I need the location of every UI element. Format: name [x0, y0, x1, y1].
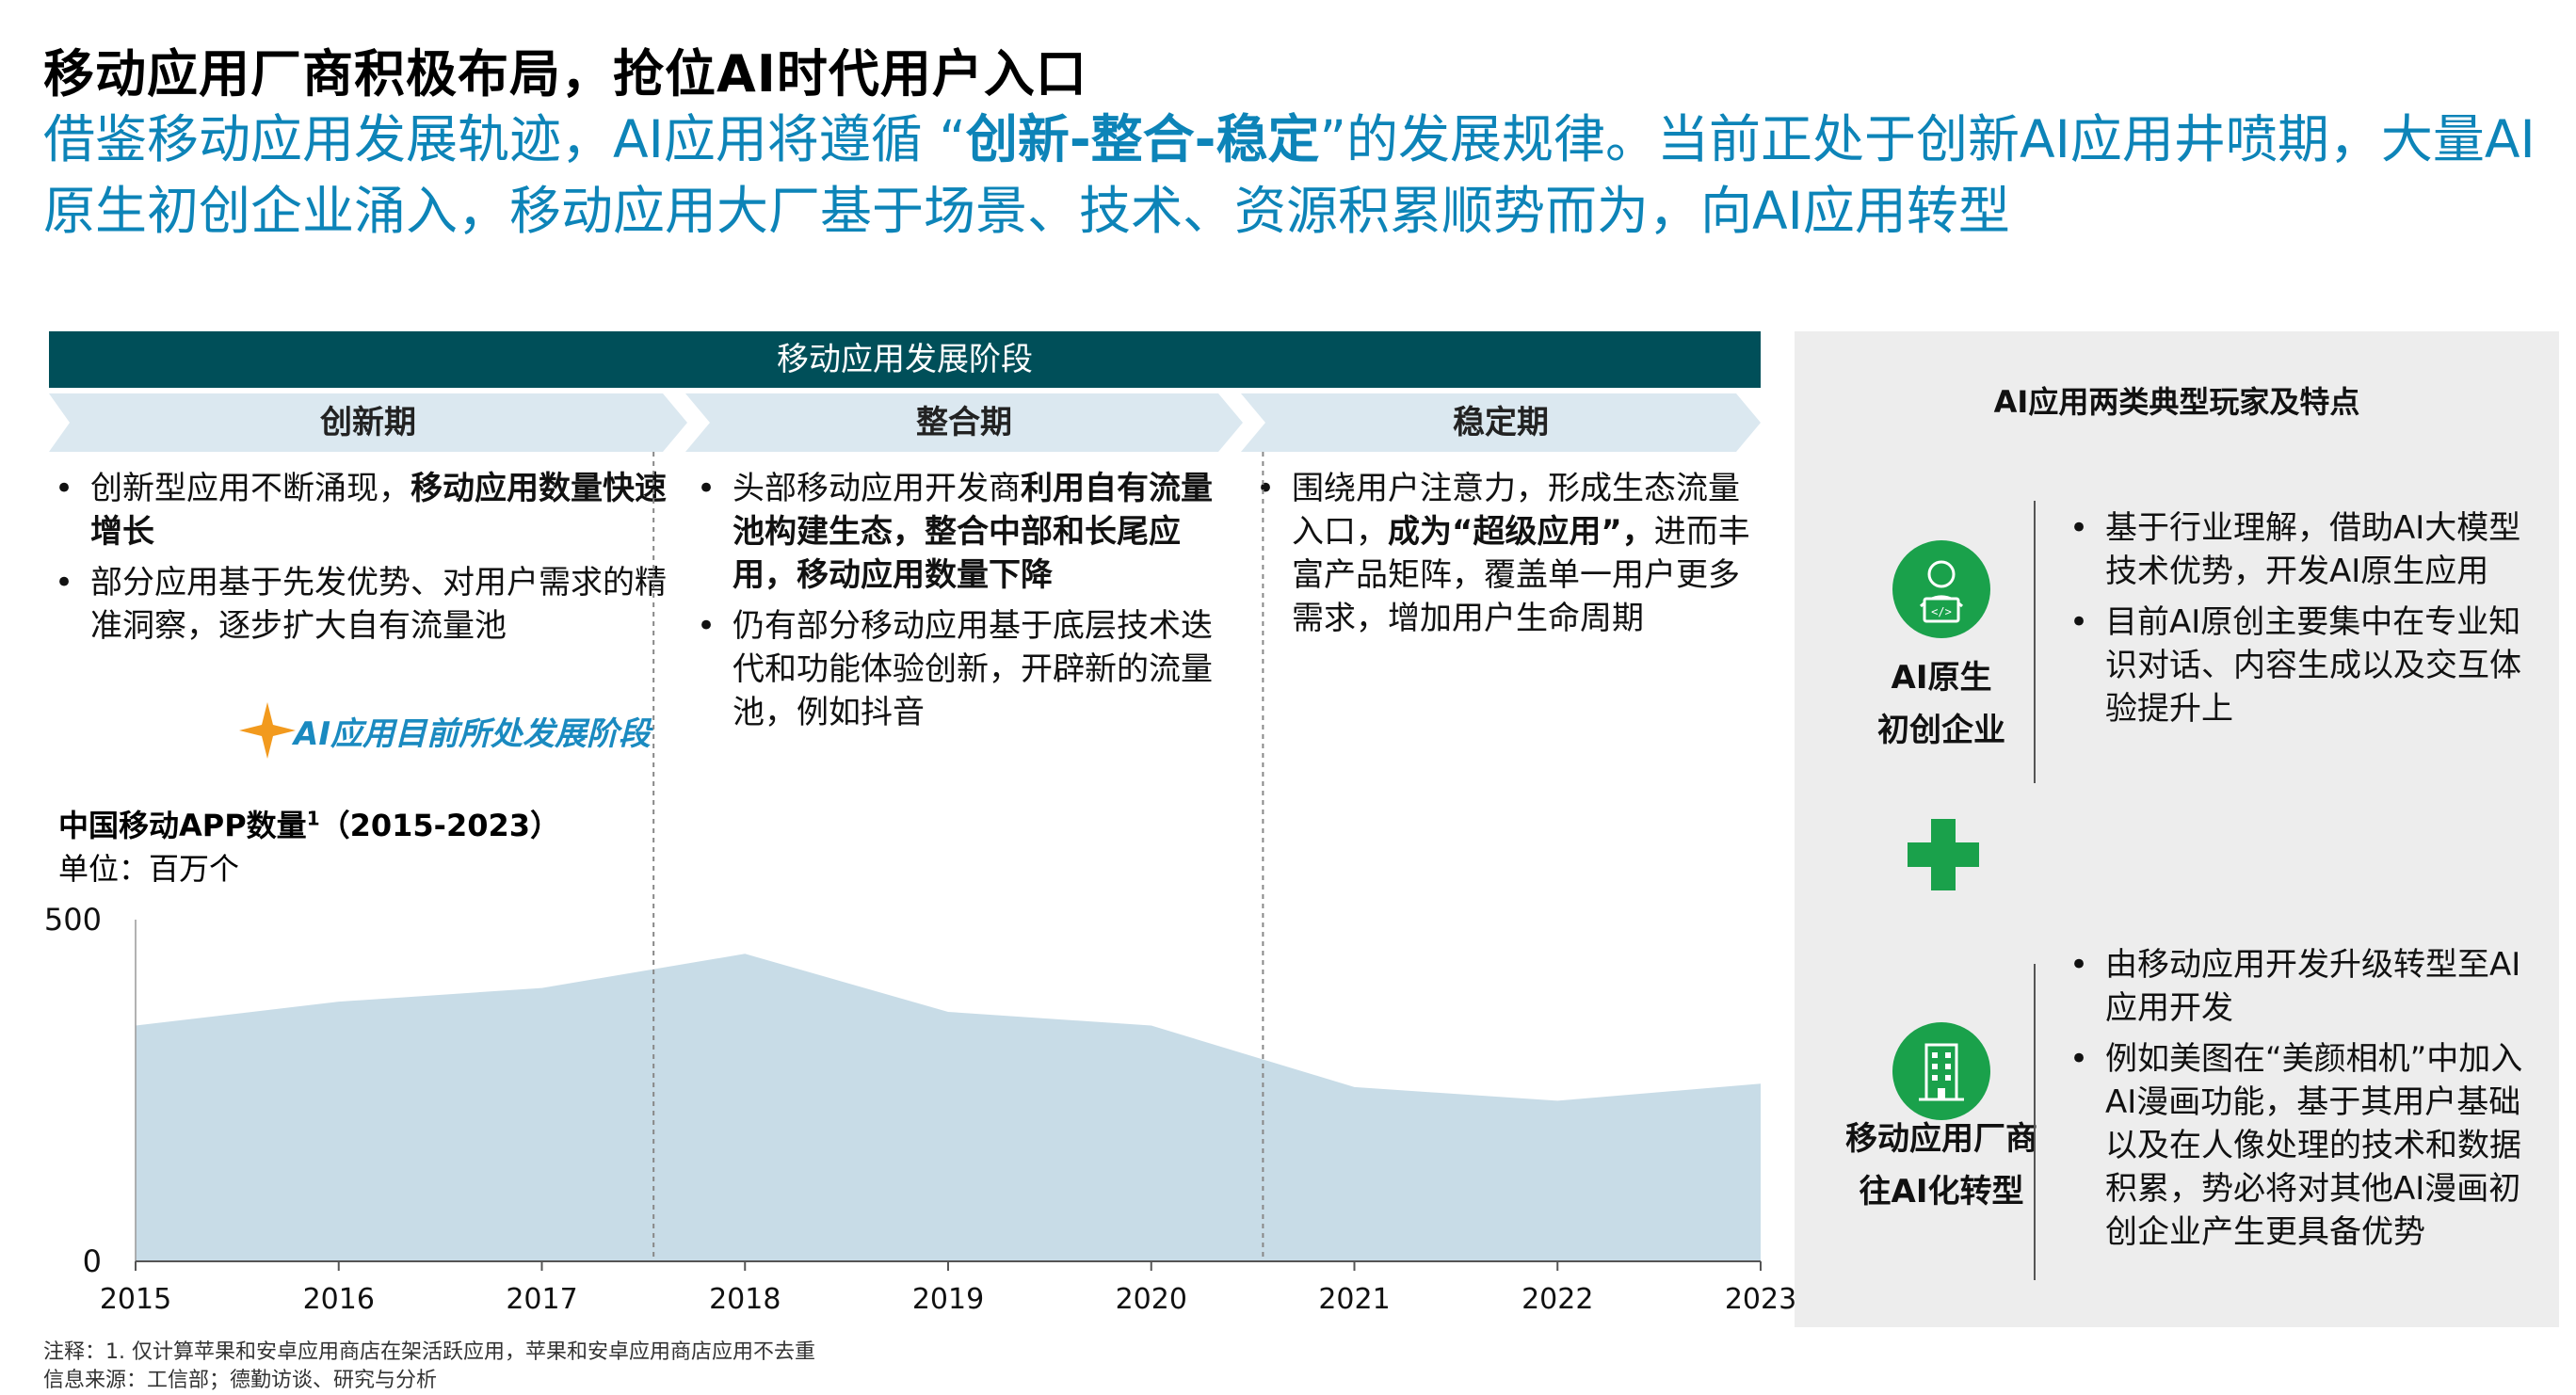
x-tick-label: 2021	[1318, 1283, 1390, 1316]
x-tick-label: 2023	[1725, 1283, 1796, 1316]
chart-unit: 单位：百万个	[58, 851, 240, 887]
phase-label: 稳定期	[1453, 404, 1549, 441]
bullet-item: 例如美图在“美颜相机”中加入AI漫画功能，基于其用户基础以及在人像处理的技术和数…	[2064, 1037, 2546, 1254]
bullet-item: 仍有部分移动应用基于底层技术迭代和功能体验创新，开辟新的流量池，例如抖音	[691, 604, 1237, 734]
phase-label: 创新期	[320, 404, 416, 441]
page-subtitle: 借鉴移动应用发展轨迹，AI应用将遵循 “创新-整合-稳定”的发展规律。当前正处于…	[43, 104, 2567, 247]
x-tick-label: 2018	[709, 1283, 781, 1316]
svg-text:</>: </>	[1931, 605, 1952, 618]
bullet-item: 由移动应用开发升级转型至AI应用开发	[2064, 943, 2546, 1030]
bullet-item: 围绕用户注意力，形成生态流量入口，成为“超级应用”，进而丰富产品矩阵，覆盖单一用…	[1250, 467, 1759, 640]
subtitle-text-1: 借鉴移动应用发展轨迹，AI应用将遵循 “	[43, 109, 966, 169]
players-panel-title: AI应用两类典型玩家及特点	[1993, 384, 2360, 420]
footnote: 注释：1. 仅计算苹果和安卓应用商店在架活跃应用，苹果和安卓应用商店应用不去重	[43, 1340, 815, 1364]
page-title: 移动应用厂商积极布局，抢位AI时代用户入口	[43, 44, 1087, 104]
player-name-mobile-vendor: 移动应用厂商 往AI化转型	[1845, 1120, 2037, 1211]
phase-chevron-innovation: 创新期	[49, 393, 687, 452]
area-series	[136, 954, 1761, 1261]
phase-label: 整合期	[916, 404, 1012, 441]
x-tick-label: 2016	[303, 1283, 375, 1316]
phase-bullets-innovation: 创新型应用不断涌现，移动应用数量快速增长 部分应用基于先发优势、对用户需求的精准…	[49, 467, 685, 655]
divider-line	[2034, 501, 2036, 783]
building-icon	[1892, 1022, 1990, 1120]
x-tick-label: 2015	[100, 1283, 171, 1316]
stages-title-bar: 移动应用发展阶段	[49, 331, 1761, 388]
y-tick-label: 0	[83, 1243, 102, 1279]
chart-title: 中国移动APP数量1（2015-2023）	[58, 807, 561, 843]
player-bullets-ai-native: 基于行业理解，借助AI大模型技术优势，开发AI原生应用 目前AI原创主要集中在专…	[2064, 506, 2546, 738]
chevron-shape	[685, 393, 1243, 452]
chevron-shape	[49, 393, 687, 452]
bullet-item: 头部移动应用开发商利用自有流量池构建生态，整合中部和长尾应用，移动应用数量下降	[691, 467, 1237, 597]
bullet-item: 基于行业理解，借助AI大模型技术优势，开发AI原生应用	[2064, 506, 2546, 593]
phase-bullets-stable: 围绕用户注意力，形成生态流量入口，成为“超级应用”，进而丰富产品矩阵，覆盖单一用…	[1250, 467, 1759, 648]
x-tick-label: 2020	[1116, 1283, 1187, 1316]
plus-icon	[1908, 819, 1979, 890]
player-bullets-mobile-vendor: 由移动应用开发升级转型至AI应用开发 例如美图在“美颜相机”中加入AI漫画功能，…	[2064, 943, 2546, 1261]
source-note: 信息来源：工信部；德勤访谈、研究与分析	[43, 1369, 438, 1392]
x-tick-label: 2022	[1521, 1283, 1593, 1316]
phase-chevron-integration: 整合期	[685, 393, 1243, 452]
x-tick-label: 2019	[912, 1283, 984, 1316]
subtitle-text-2: ”的发展规律。当前正处于创新AI应用井喷期，大量AI原生初创企业涌入，移动应用大…	[43, 109, 2536, 241]
player-name-ai-native: AI原生 初创企业	[1877, 659, 2005, 749]
subtitle-emphasis: 创新-整合-稳定	[965, 109, 1320, 169]
developer-icon: </>	[1892, 540, 1990, 638]
divider-line	[2034, 964, 2036, 1280]
players-panel: AI应用两类典型玩家及特点 </> AI原生 初创企业 基于行业理解，借助AI大…	[1795, 331, 2559, 1327]
y-tick-label: 500	[44, 902, 102, 938]
bullet-item: 目前AI原创主要集中在专业知识对话、内容生成以及交互体验提升上	[2064, 601, 2546, 730]
chart-title-footnote-mark: 1	[306, 807, 320, 830]
current-stage-text: AI应用目前所处发展阶段	[294, 715, 651, 753]
phase-chevron-stable: 稳定期	[1241, 393, 1761, 452]
x-tick-label: 2017	[506, 1283, 577, 1316]
app-count-area-chart: 0 500 2015 2016 2017 2018 2019 2020 2021 2022 2023	[44, 452, 1796, 1316]
star-icon	[239, 702, 296, 759]
bullet-item: 创新型应用不断涌现，移动应用数量快速增长	[49, 467, 685, 553]
phase-bullets-integration: 头部移动应用开发商利用自有流量池构建生态，整合中部和长尾应用，移动应用数量下降 …	[691, 467, 1237, 742]
chevron-shape	[1241, 393, 1761, 452]
bullet-item: 部分应用基于先发优势、对用户需求的精准洞察，逐步扩大自有流量池	[49, 561, 685, 648]
